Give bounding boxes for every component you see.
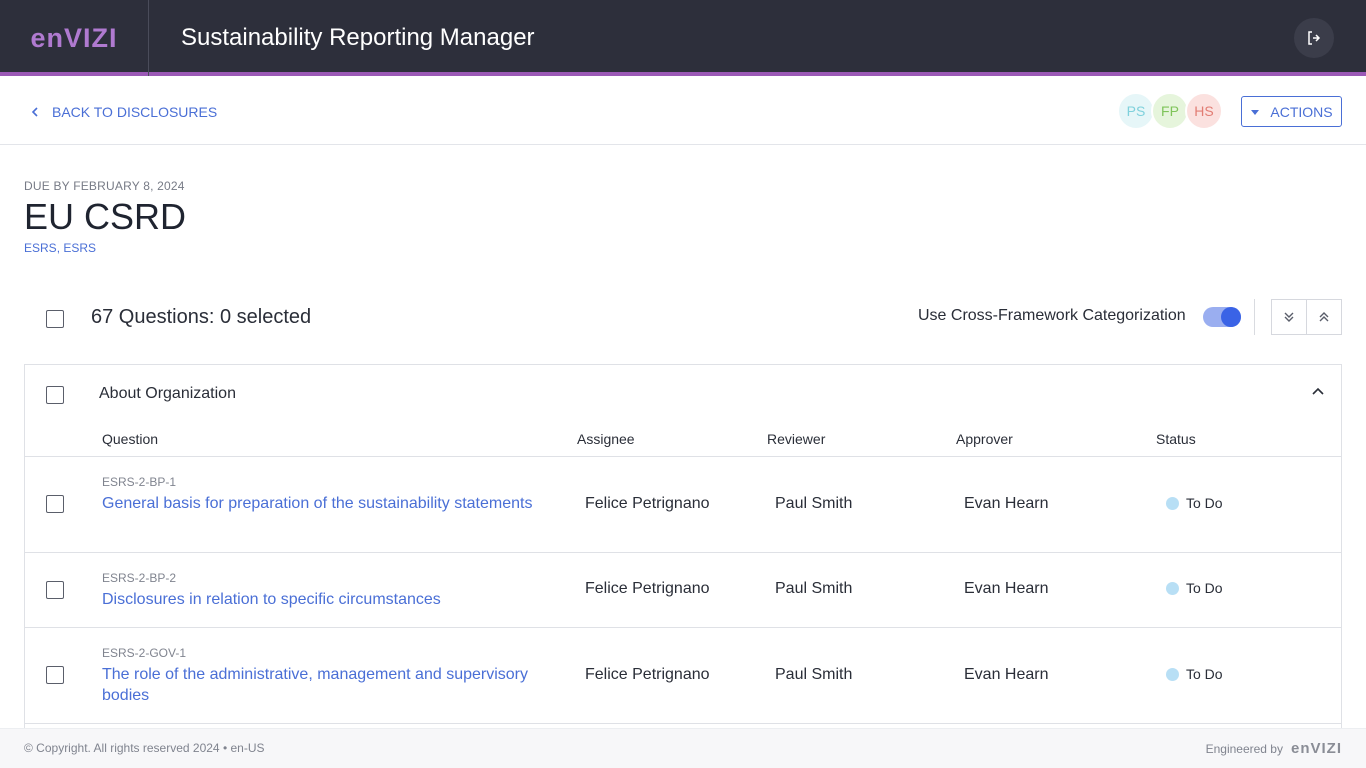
avatar[interactable]: FP: [1151, 92, 1189, 130]
approver-cell: Evan Hearn: [964, 666, 1049, 683]
copyright-text: © Copyright. All rights reserved 2024 • …: [24, 741, 265, 755]
table-row[interactable]: ESRS-2-BP-2 Disclosures in relation to s…: [25, 552, 1341, 627]
status-label: To Do: [1186, 666, 1223, 682]
assignee-cell: Felice Petrignano: [585, 580, 710, 597]
column-header-approver[interactable]: Approver: [956, 431, 1013, 447]
actions-button[interactable]: ACTIONS: [1241, 96, 1342, 127]
avatar[interactable]: HS: [1185, 92, 1223, 130]
footer-envizi-logo: enVIZI: [1290, 740, 1342, 757]
collaborator-avatars: PS FP HS: [1117, 92, 1223, 130]
due-date: DUE BY FEBRUARY 8, 2024: [24, 179, 185, 193]
toolbar-divider: [1254, 299, 1255, 335]
status-badge: To Do: [1166, 495, 1223, 511]
logo-divider: [148, 0, 149, 76]
question-id: ESRS-2-BP-1: [102, 475, 177, 489]
status-badge: To Do: [1166, 580, 1223, 596]
row-checkbox[interactable]: [46, 666, 64, 684]
question-count: 67 Questions: 0 selected: [91, 306, 312, 328]
reviewer-cell: Paul Smith: [775, 495, 853, 512]
cross-framework-toggle[interactable]: [1203, 307, 1241, 327]
assignee-cell: Felice Petrignano: [585, 666, 710, 683]
page-title: EU CSRD: [24, 196, 187, 237]
collapse-all-button[interactable]: [1306, 299, 1342, 335]
status-dot-icon: [1166, 496, 1179, 510]
top-bar: enVIZI Sustainability Reporting Manager: [0, 0, 1366, 76]
question-link[interactable]: The role of the administrative, manageme…: [102, 666, 528, 704]
table-row[interactable]: [25, 723, 1341, 753]
cross-framework-label: Use Cross-Framework Categorization: [918, 307, 1186, 324]
engineered-by: Engineered by enVIZI: [1206, 740, 1342, 757]
approver-cell: Evan Hearn: [964, 580, 1049, 597]
status-label: To Do: [1186, 495, 1223, 511]
logout-icon: [1308, 31, 1321, 45]
chevron-up-icon[interactable]: [1311, 385, 1325, 399]
framework-tag[interactable]: ESRS: [63, 241, 97, 255]
caret-down-icon: [1251, 109, 1260, 115]
question-link[interactable]: General basis for preparation of the sus…: [102, 495, 533, 512]
column-header-assignee[interactable]: Assignee: [577, 431, 635, 447]
table-row[interactable]: ESRS-2-GOV-1 The role of the administrat…: [25, 627, 1341, 723]
back-to-disclosures-link[interactable]: BACK TO DISCLOSURES: [30, 104, 217, 120]
app-title: Sustainability Reporting Manager: [181, 24, 535, 51]
engineered-by-label: Engineered by: [1205, 741, 1283, 756]
sub-bar: BACK TO DISCLOSURES PS FP HS ACTIONS: [0, 80, 1366, 145]
toggle-knob: [1221, 307, 1241, 327]
status-badge: To Do: [1166, 666, 1223, 682]
question-id: ESRS-2-GOV-1: [102, 646, 187, 660]
group-checkbox[interactable]: [46, 386, 64, 404]
avatar[interactable]: PS: [1117, 92, 1155, 130]
framework-tag[interactable]: ESRS: [24, 241, 57, 255]
footer: © Copyright. All rights reserved 2024 • …: [0, 728, 1366, 768]
column-header-reviewer[interactable]: Reviewer: [767, 431, 826, 447]
group-title: About Organization: [99, 385, 236, 402]
question-group-panel: About Organization Question Assignee Rev…: [24, 364, 1342, 744]
question-link[interactable]: Disclosures in relation to specific circ…: [102, 591, 441, 608]
double-chevron-up-icon: [1319, 312, 1329, 322]
chevron-left-icon: [31, 107, 38, 117]
question-id: ESRS-2-BP-2: [102, 571, 177, 585]
double-chevron-down-icon: [1284, 312, 1294, 322]
status-dot-icon: [1166, 581, 1179, 595]
assignee-cell: Felice Petrignano: [585, 495, 710, 512]
column-header-question[interactable]: Question: [102, 431, 159, 447]
tag-separator: ,: [56, 241, 61, 255]
row-checkbox[interactable]: [46, 495, 64, 513]
approver-cell: Evan Hearn: [964, 495, 1049, 512]
actions-label: ACTIONS: [1270, 103, 1333, 120]
reviewer-cell: Paul Smith: [775, 666, 853, 683]
table-row[interactable]: ESRS-2-BP-1 General basis for preparatio…: [25, 456, 1341, 552]
select-all-checkbox[interactable]: [46, 310, 64, 328]
envizi-logo[interactable]: enVIZI: [30, 22, 118, 53]
logout-button[interactable]: [1294, 18, 1334, 58]
reviewer-cell: Paul Smith: [775, 580, 853, 597]
framework-tags: ESRS, ESRS: [24, 241, 96, 255]
status-dot-icon: [1166, 667, 1179, 681]
back-link-label: BACK TO DISCLOSURES: [52, 104, 218, 120]
status-label: To Do: [1186, 580, 1223, 596]
expand-all-button[interactable]: [1271, 299, 1307, 335]
column-header-status[interactable]: Status: [1156, 431, 1196, 447]
row-checkbox[interactable]: [46, 581, 64, 599]
